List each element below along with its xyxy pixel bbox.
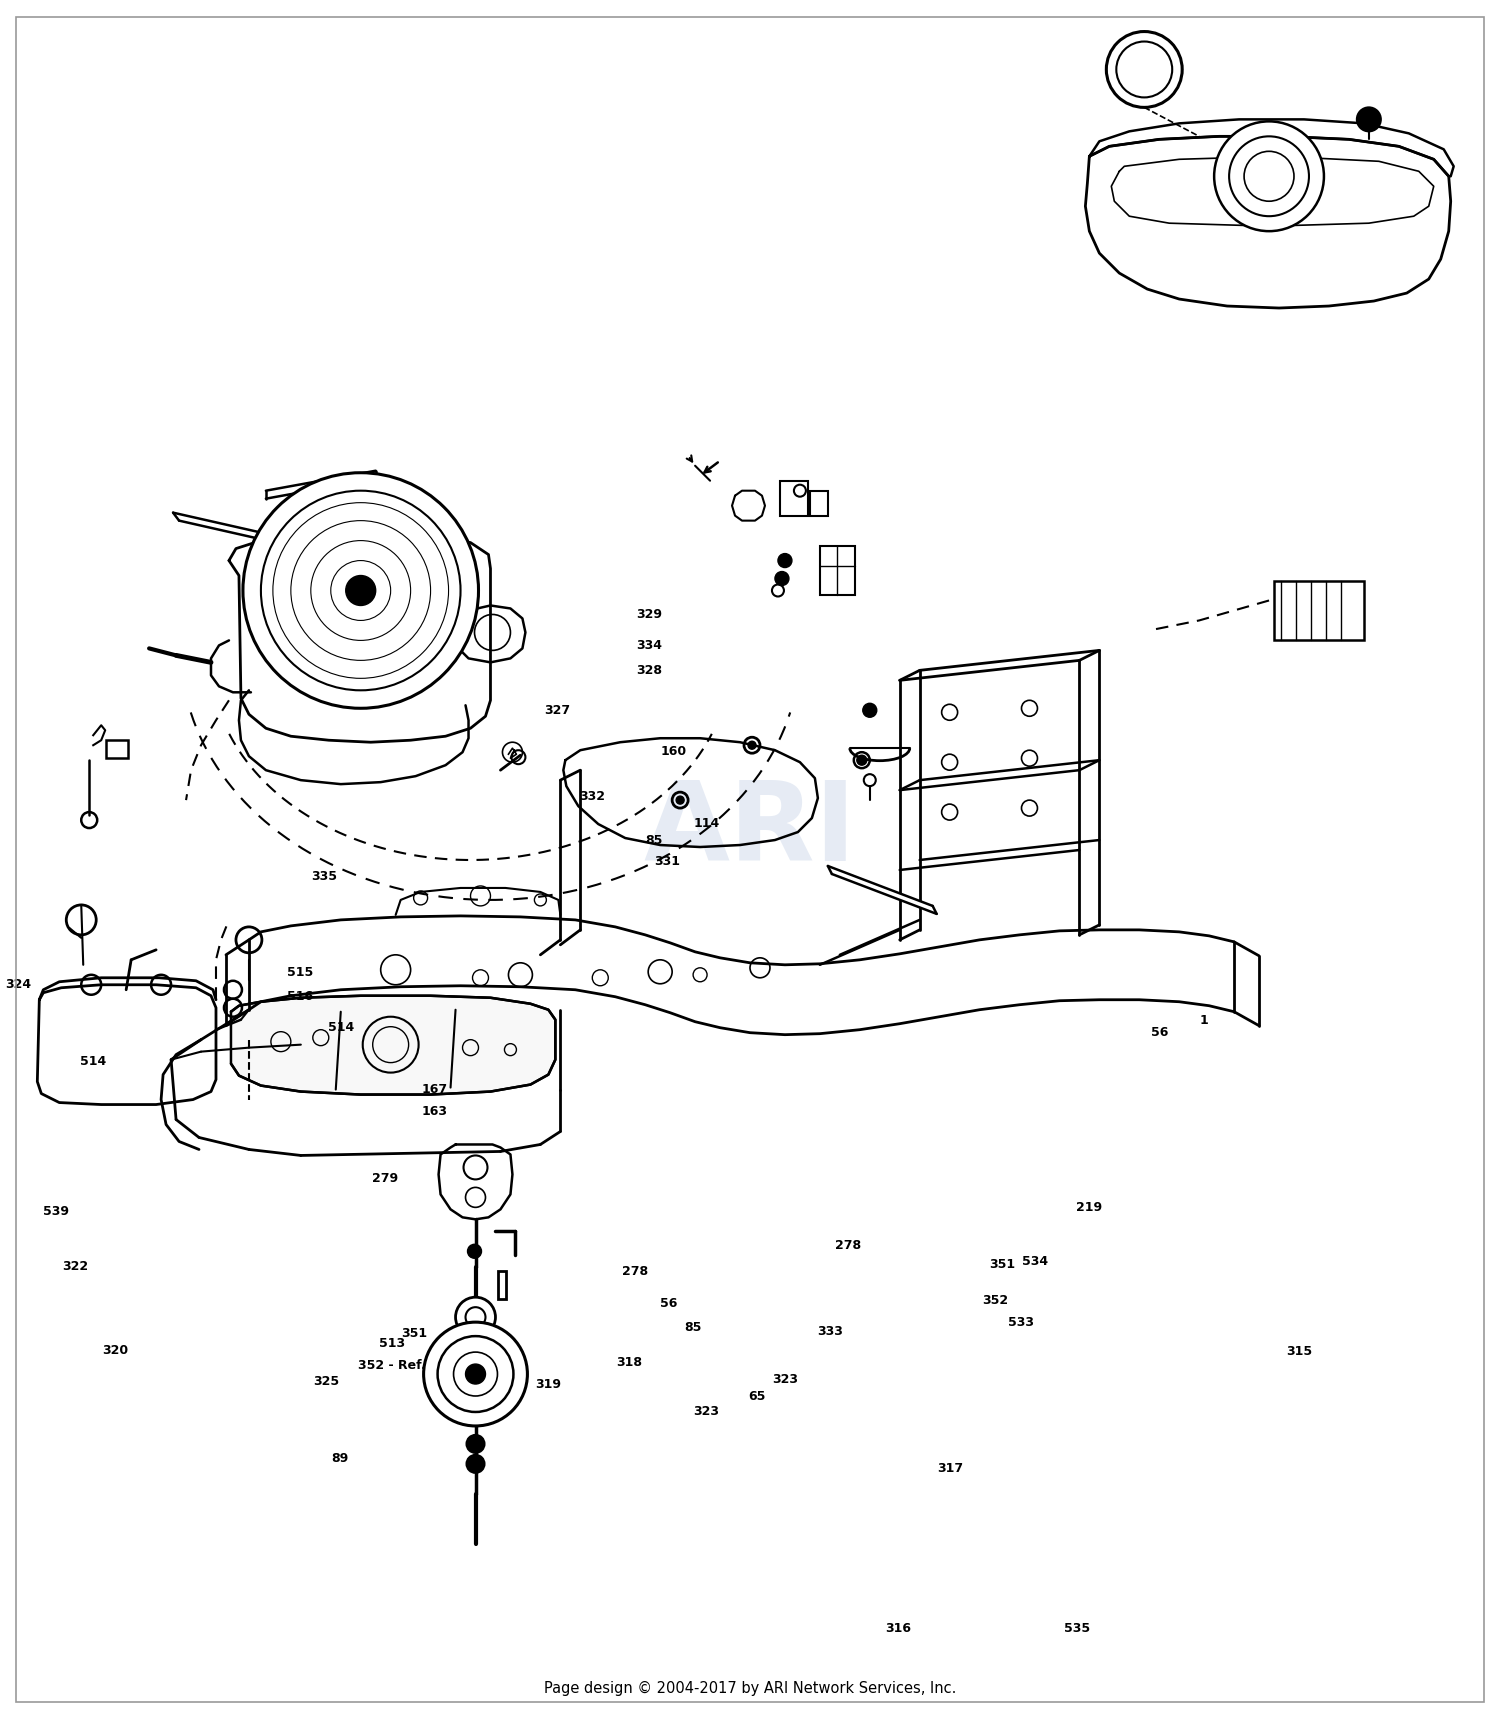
Polygon shape (38, 985, 216, 1105)
Circle shape (776, 571, 789, 586)
Text: 323: 323 (693, 1406, 718, 1418)
Text: 515: 515 (286, 966, 314, 980)
Text: 334: 334 (636, 638, 662, 652)
Text: 322: 322 (62, 1260, 88, 1272)
Text: 219: 219 (1077, 1202, 1102, 1214)
Text: 539: 539 (44, 1205, 69, 1217)
Polygon shape (438, 1145, 513, 1219)
Circle shape (456, 1298, 495, 1337)
Text: 328: 328 (636, 664, 662, 677)
Text: 331: 331 (654, 854, 680, 868)
Text: 315: 315 (1286, 1346, 1312, 1358)
Circle shape (1358, 107, 1382, 131)
Text: 351: 351 (990, 1258, 1016, 1270)
Text: 160: 160 (660, 744, 687, 758)
Text: 89: 89 (332, 1453, 348, 1465)
Circle shape (1214, 122, 1324, 230)
Text: 163: 163 (422, 1105, 447, 1119)
Circle shape (748, 741, 756, 749)
Text: 316: 316 (885, 1621, 910, 1635)
Text: 352 - Ref.: 352 - Ref. (357, 1360, 426, 1372)
Text: 352: 352 (982, 1294, 1008, 1306)
Text: 329: 329 (636, 607, 662, 621)
Circle shape (466, 1454, 484, 1473)
Text: 65: 65 (748, 1391, 766, 1403)
Text: 325: 325 (314, 1375, 339, 1387)
Text: 278: 278 (836, 1239, 861, 1251)
Text: 535: 535 (1065, 1621, 1090, 1635)
Text: Page design © 2004-2017 by ARI Network Services, Inc.: Page design © 2004-2017 by ARI Network S… (544, 1681, 956, 1697)
Text: 1: 1 (1198, 1014, 1208, 1028)
Bar (821, 545, 855, 595)
Circle shape (243, 473, 478, 708)
Circle shape (862, 703, 877, 717)
Text: 56: 56 (1152, 1026, 1168, 1040)
Circle shape (466, 1435, 484, 1453)
Text: 333: 333 (818, 1325, 843, 1337)
Circle shape (423, 1322, 528, 1427)
Text: 167: 167 (422, 1083, 447, 1097)
Text: 323: 323 (772, 1373, 798, 1386)
Polygon shape (230, 533, 490, 743)
Polygon shape (564, 737, 818, 847)
Bar (1274, 581, 1364, 641)
Circle shape (468, 1245, 482, 1258)
Circle shape (1107, 31, 1182, 107)
Text: 332: 332 (579, 789, 604, 803)
Circle shape (345, 576, 375, 605)
Text: 514: 514 (80, 1055, 106, 1069)
Text: 327: 327 (544, 703, 570, 717)
Polygon shape (456, 605, 525, 662)
Text: 278: 278 (622, 1265, 648, 1277)
Circle shape (778, 554, 792, 567)
Text: 279: 279 (372, 1172, 398, 1184)
Text: 56: 56 (660, 1298, 678, 1310)
Circle shape (856, 755, 867, 765)
Text: 514: 514 (328, 1021, 354, 1035)
Bar (106, 741, 128, 758)
Text: 516: 516 (286, 990, 314, 1004)
Polygon shape (1086, 136, 1450, 308)
Text: 318: 318 (616, 1356, 642, 1368)
Polygon shape (39, 978, 216, 1000)
Circle shape (676, 796, 684, 804)
Text: 319: 319 (536, 1379, 561, 1391)
Text: 85: 85 (645, 834, 663, 847)
Circle shape (465, 1365, 486, 1384)
Text: 351: 351 (400, 1327, 427, 1339)
Text: 320: 320 (102, 1344, 128, 1356)
Polygon shape (1089, 119, 1454, 177)
Bar (498, 1272, 507, 1300)
Text: 335: 335 (312, 870, 338, 884)
Text: 317: 317 (938, 1463, 963, 1475)
Bar (810, 490, 828, 516)
Bar (780, 481, 808, 516)
Polygon shape (732, 490, 765, 521)
Text: 114: 114 (693, 817, 720, 830)
Text: 534: 534 (1023, 1255, 1048, 1267)
Text: 533: 533 (1008, 1317, 1034, 1329)
Polygon shape (231, 995, 555, 1095)
Text: 85: 85 (684, 1322, 702, 1334)
Text: 324: 324 (4, 978, 32, 992)
Text: 513: 513 (378, 1337, 405, 1349)
Text: ARI: ARI (644, 777, 856, 884)
